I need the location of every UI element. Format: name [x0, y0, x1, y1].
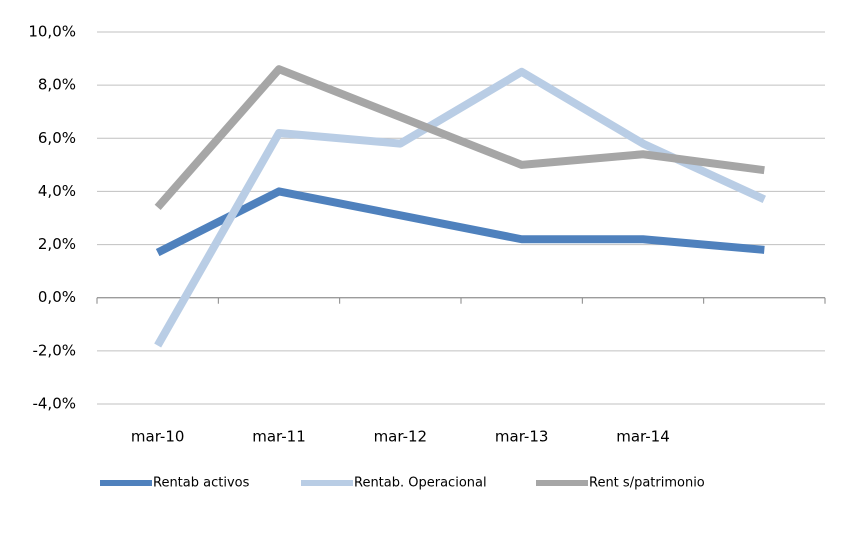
legend-label: Rentab. Operacional [354, 476, 487, 491]
y-tick-label: -2,0% [32, 341, 76, 359]
y-tick-label: -4,0% [32, 395, 76, 413]
x-tick-label: mar-14 [616, 428, 670, 446]
legend-label: Rentab activos [153, 476, 250, 491]
y-tick-label: 8,0% [38, 76, 76, 94]
x-tick-label: mar-10 [131, 428, 185, 446]
legend-label: Rent s/patrimonio [589, 476, 705, 491]
x-tick-label: mar-13 [495, 428, 549, 446]
y-tick-label: 10,0% [28, 23, 76, 41]
x-tick-label: mar-12 [374, 428, 428, 446]
series-line [155, 187, 765, 257]
series-line [154, 65, 765, 211]
y-tick-label: 0,0% [38, 288, 76, 306]
x-tick-label: mar-11 [252, 428, 306, 446]
y-tick-label: 2,0% [38, 235, 76, 253]
y-tick-label: 4,0% [38, 182, 76, 200]
y-tick-label: 6,0% [38, 129, 76, 147]
